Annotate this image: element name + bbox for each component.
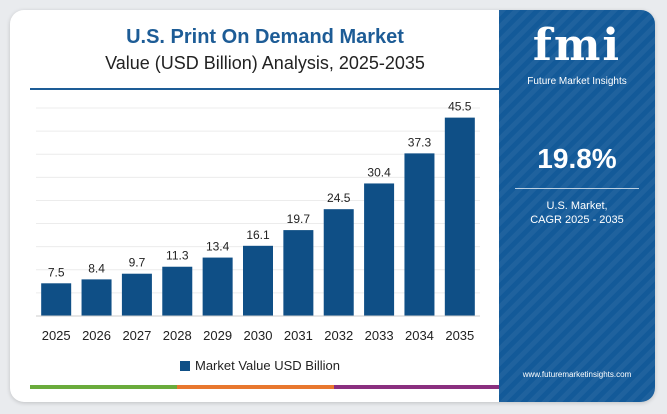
x-tick-label-2030: 2030 [244,328,273,343]
website-link[interactable]: www.futuremarketinsights.com [522,370,632,379]
strip-segment-orange [177,385,334,389]
chart-card: U.S. Print On Demand Market Value (USD B… [10,10,655,402]
bar-2034 [404,153,435,316]
chart-legend: Market Value USD Billion [10,358,510,373]
logo-subtitle: Future Market Insights [527,76,627,87]
title-divider [30,88,500,90]
color-strip [30,385,500,389]
value-label-2027: 9.7 [129,256,146,270]
bar-2031 [283,230,314,316]
info-panel: fmi Future Market Insights 19.8% U.S. Ma… [499,10,655,402]
value-label-2028: 11.3 [166,249,189,263]
x-tick-label-2034: 2034 [405,328,434,343]
strip-segment-green [30,385,177,389]
x-tick-label-2028: 2028 [163,328,192,343]
cagr-divider [515,188,639,189]
bar-2032 [323,209,354,316]
cagr-label-market: U.S. Market, [546,200,608,212]
bar-chart: 7.5 2025 8.4 2026 9.7 2027 11.3 2028 13.4 2029 16.… [36,100,480,343]
bar-2028 [162,266,193,316]
x-tick-label-2026: 2026 [82,328,111,343]
chart-title: U.S. Print On Demand Market [126,26,404,48]
bar-2026 [81,279,112,316]
x-tick-label-2027: 2027 [122,328,151,343]
x-tick-label-2029: 2029 [203,328,232,343]
bar-2029 [202,257,233,316]
value-label-2032: 24.5 [327,191,351,205]
legend-label: Market Value USD Billion [195,358,340,373]
legend-swatch [180,361,190,371]
x-tick-label-2035: 2035 [445,328,474,343]
x-tick-label-2031: 2031 [284,328,313,343]
value-label-2034: 37.3 [408,135,432,149]
cagr-label-period: CAGR 2025 - 2035 [530,214,624,226]
bar-2035 [444,117,475,317]
bar-2025 [41,283,72,316]
cagr-value: 19.8% [537,143,617,174]
strip-segment-purple [334,385,500,389]
x-tick-label-2025: 2025 [42,328,71,343]
chart-subtitle: Value (USD Billion) Analysis, 2025-2035 [105,53,425,73]
value-label-2033: 30.4 [367,165,391,179]
x-tick-label-2032: 2032 [324,328,353,343]
value-label-2031: 19.7 [287,212,311,226]
bar-2030 [243,245,273,316]
value-label-2026: 8.4 [88,261,105,275]
x-tick-label-2033: 2033 [365,328,394,343]
value-label-2025: 7.5 [48,265,65,279]
fmi-logo: fmi [532,20,622,71]
value-label-2035: 45.5 [448,100,472,114]
bar-2027 [121,273,152,316]
value-label-2030: 16.1 [246,228,270,242]
value-label-2029: 13.4 [206,240,230,254]
bar-2033 [364,183,395,316]
